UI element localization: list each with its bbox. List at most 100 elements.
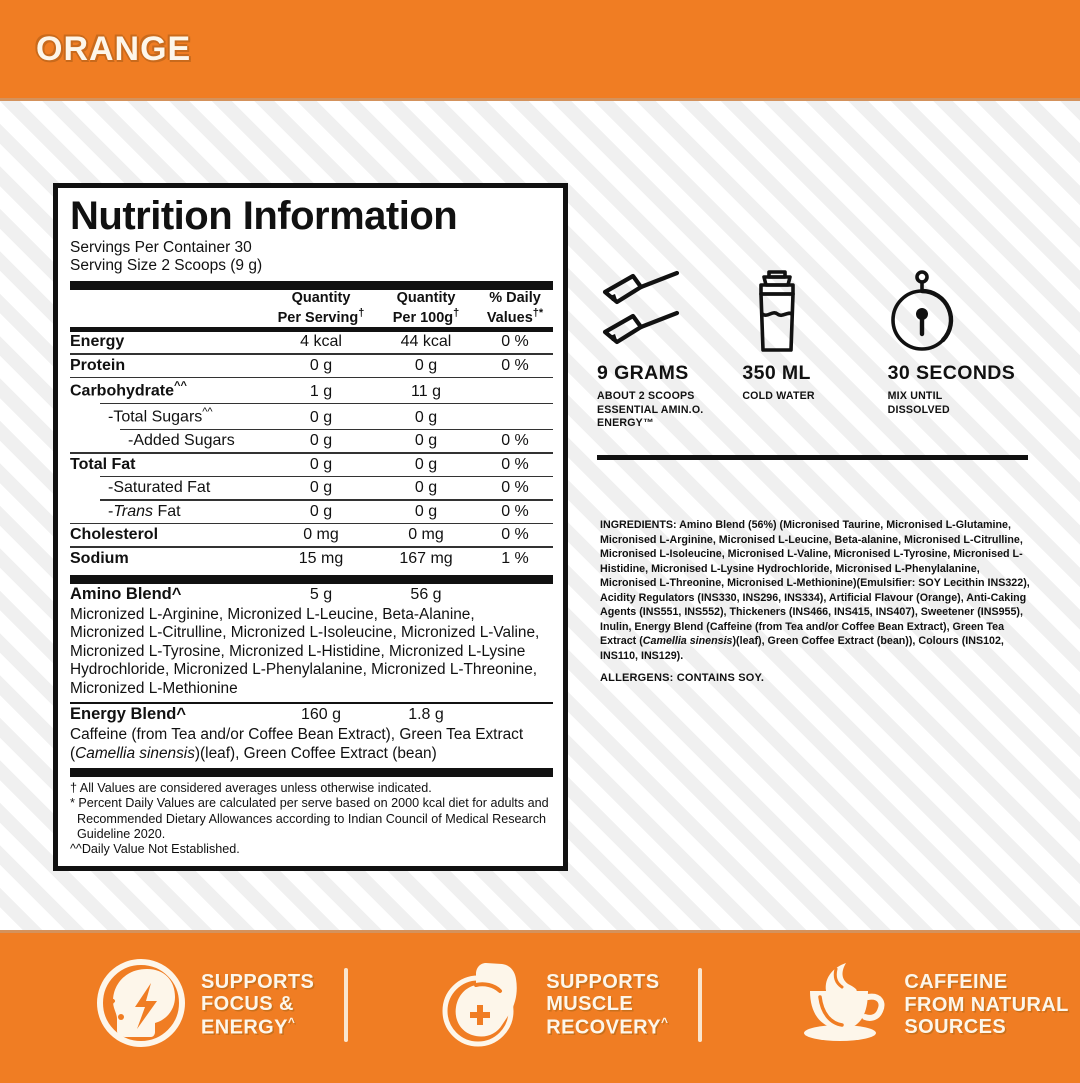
- ingredients-text-wrap: INGREDIENTS: Amino Blend (56%) (Micronis…: [600, 518, 1032, 663]
- table-row: Total Fat 0 g 0 g 0 %: [70, 455, 553, 475]
- nutrient-per-100g: 167 mg: [399, 549, 453, 567]
- badge-focus-energy: SUPPORTS FOCUS & ENERGY^: [95, 957, 314, 1054]
- row-separator: [70, 376, 553, 380]
- header-dv-sup: †*: [532, 306, 544, 319]
- badge-focus-line2: FOCUS &: [201, 993, 294, 1016]
- usage-instructions: 9 GRAMS ABOUT 2 SCOOPS ESSENTIAL AMIN.O.…: [597, 268, 1033, 431]
- energy-blend-dv: [477, 704, 553, 725]
- badge-caffeine-line1: CAFFEINE: [904, 971, 1008, 994]
- energy-blend-title: Energy Blend^: [70, 705, 186, 724]
- nutrient-per-100g: 44 kcal: [400, 333, 452, 351]
- benefit-badges: SUPPORTS FOCUS & ENERGY^ SUPPORTS MUSCLE…: [0, 930, 1080, 1080]
- footnote-3: ^^Daily Value Not Established.: [70, 842, 240, 857]
- table-row: -Saturated Fat 0 g 0 g 0 %: [70, 478, 553, 498]
- badge-muscle-line2: MUSCLE: [546, 993, 634, 1016]
- nutrient-per-100g: 11 g: [411, 382, 441, 400]
- nutrient-name: Energy: [70, 333, 125, 351]
- nutrient-name: Total Fat: [70, 455, 136, 473]
- nutrient-per-100g: 0 g: [414, 408, 438, 426]
- amino-blend-row: Amino Blend^ 5 g 56 g: [70, 584, 553, 605]
- rule-above-footnotes: [70, 767, 553, 777]
- usage-item-water: 350 ML COLD WATER: [742, 268, 887, 431]
- nutrient-per-serving: 1 g: [309, 382, 333, 400]
- row-separator: [70, 498, 553, 502]
- badge-separator-1: [344, 968, 349, 1042]
- footnote-1: † All Values are considered averages unl…: [70, 780, 432, 795]
- amino-blend-per100: 56 g: [410, 585, 442, 603]
- energy-blend-header-table: Energy Blend^ 160 g 1.8 g: [70, 704, 553, 725]
- badge-muscle-label: SUPPORTS MUSCLE RECOVERY^: [546, 971, 668, 1039]
- usage-water-desc: COLD WATER: [742, 390, 815, 402]
- header-dv-l1: % Daily: [489, 289, 541, 306]
- badge-caffeine-line3: SOURCES: [904, 1016, 1007, 1039]
- nutrient-name: Carbohydrate^^: [70, 380, 187, 400]
- amino-blend-serving: 5 g: [309, 585, 333, 603]
- allergens-text: ALLERGENS: CONTAINS SOY.: [600, 672, 765, 685]
- footnote-2: * Percent Daily Values are calculated pe…: [70, 796, 549, 842]
- usage-item-scoops: 9 GRAMS ABOUT 2 SCOOPS ESSENTIAL AMIN.O.…: [597, 268, 742, 431]
- nutrient-per-serving: 0 g: [309, 408, 333, 426]
- nutrient-daily-value: 0 %: [501, 502, 529, 520]
- nutrient-daily-value: 0 %: [501, 432, 529, 450]
- energy-blend-ingredients: Caffeine (from Tea and/or Coffee Bean Ex…: [70, 726, 524, 762]
- row-separator: [70, 428, 553, 432]
- footnotes: † All Values are considered averages unl…: [70, 781, 553, 858]
- energy-blend-serving: 160 g: [300, 706, 342, 724]
- servings-per-container: Servings Per Container 30: [70, 238, 252, 256]
- nutrition-information-panel: Nutrition Information Servings Per Conta…: [53, 183, 568, 871]
- row-separator: [70, 475, 553, 479]
- nutrient-per-100g: 0 g: [414, 356, 438, 374]
- badge-focus-energy-label: SUPPORTS FOCUS & ENERGY^: [201, 971, 314, 1039]
- header-per-100g-sup: †: [453, 306, 460, 319]
- ingredients-text: Amino Blend (56%) (Micronised Taurine, M…: [600, 519, 1030, 662]
- table-row: -Total Sugars^^ 0 g 0 g: [70, 405, 553, 427]
- header-dv-l2: Values: [486, 309, 533, 326]
- badge-focus-line3: ENERGY: [201, 1016, 288, 1039]
- nutrient-name: Sodium: [70, 549, 129, 567]
- amino-blend-header-table: Amino Blend^ 5 g 56 g: [70, 584, 553, 605]
- usage-water-amount: 350 ML: [742, 362, 811, 384]
- badge-caffeine-natural: CAFFEINE FROM NATURAL SOURCES: [790, 957, 1068, 1054]
- usage-scoops-amount: 9 GRAMS: [597, 362, 689, 384]
- nutrient-per-serving: 15 mg: [298, 549, 344, 567]
- rule-above-amino-blend: [70, 574, 553, 584]
- badge-muscle-caret: ^: [660, 1014, 669, 1029]
- rule-thick-top: [70, 280, 553, 290]
- nutrient-name: -Trans Fat: [108, 502, 181, 520]
- nutrient-name: -Added Sugars: [128, 432, 235, 450]
- nutrient-daily-value: 1 %: [501, 549, 529, 567]
- nutrient-daily-value: 0 %: [501, 526, 529, 544]
- nutrient-per-100g: 0 g: [414, 502, 438, 520]
- header-daily-values: % Daily Values†*: [477, 290, 553, 328]
- nutrient-name: -Saturated Fat: [108, 479, 211, 497]
- ingredients-label: INGREDIENTS:: [600, 519, 677, 531]
- energy-blend-per100: 1.8 g: [408, 706, 444, 724]
- table-row: Carbohydrate^^ 1 g 11 g: [70, 379, 553, 401]
- nutrient-per-serving: 0 g: [309, 479, 333, 497]
- header-per-100g: Quantity Per 100g†: [375, 290, 477, 328]
- nutrient-daily-value: 0 %: [501, 455, 529, 473]
- scoops-icon: [597, 268, 742, 356]
- head-lightning-icon: [95, 957, 187, 1054]
- header-nutrient: [70, 290, 267, 328]
- serving-size: Serving Size 2 Scoops (9 g): [70, 256, 263, 274]
- rule-under-header: [70, 327, 553, 333]
- table-row: -Added Sugars 0 g 0 g 0 %: [70, 431, 553, 451]
- usage-time-amount: 30 SECONDS: [887, 362, 1016, 384]
- nutrient-name: Cholesterol: [70, 526, 159, 544]
- badge-muscle-recovery: SUPPORTS MUSCLE RECOVERY^: [436, 955, 668, 1056]
- ingredients-block: INGREDIENTS: Amino Blend (56%) (Micronis…: [600, 518, 1032, 686]
- page-title: Nutrition Information: [70, 194, 458, 238]
- flexed-arm-icon: [436, 955, 532, 1056]
- nutrient-daily-value: 0 %: [501, 479, 529, 497]
- table-row: Cholesterol 0 mg 0 mg 0 %: [70, 525, 553, 545]
- nutrient-per-serving: 4 kcal: [300, 333, 342, 351]
- stopwatch-icon: [888, 268, 1033, 356]
- table-row: Energy 4 kcal 44 kcal 0 %: [70, 332, 553, 352]
- amino-blend-title: Amino Blend^: [70, 584, 182, 603]
- nutrient-daily-value: 0 %: [501, 333, 529, 351]
- nutrient-per-serving: 0 mg: [303, 526, 339, 544]
- amino-blend-dv: [477, 584, 553, 605]
- usage-scoops-desc: ABOUT 2 SCOOPS ESSENTIAL AMIN.O. ENERGY™: [597, 390, 704, 430]
